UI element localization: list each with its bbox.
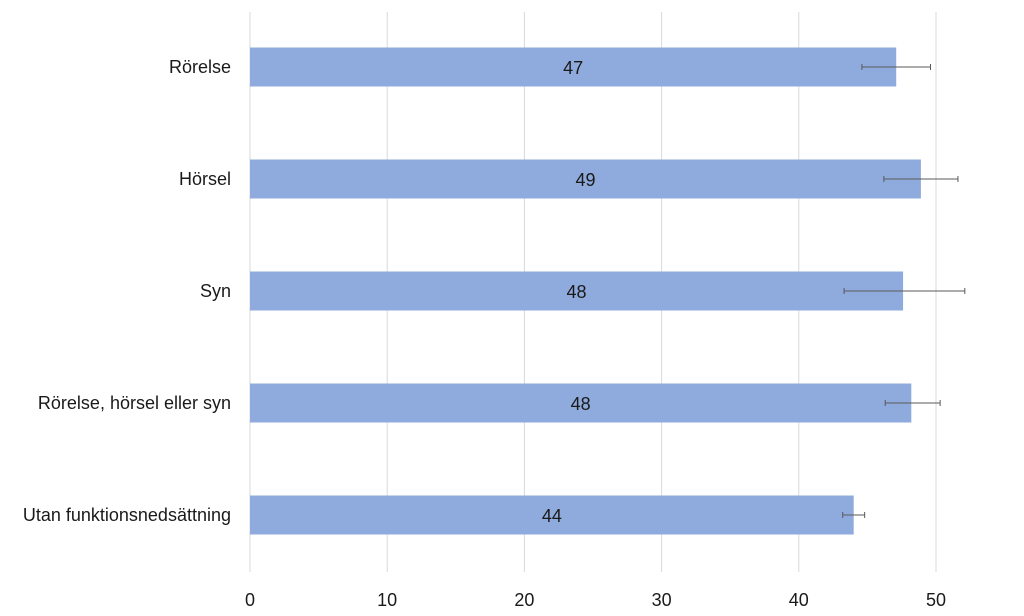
- category-labels: Rörelse Hörsel Syn Rörelse, hörsel eller sy…: [23, 57, 231, 525]
- x-tick-label: 10: [377, 590, 397, 610]
- error-bars: [842, 64, 966, 518]
- data-labels: 47 49 48 48 44: [542, 58, 596, 526]
- bar: [250, 47, 897, 87]
- x-tick-label: 0: [245, 590, 255, 610]
- category-label: Hörsel: [179, 169, 231, 189]
- data-label: 48: [571, 394, 591, 414]
- bar: [250, 383, 912, 423]
- bar: [250, 495, 854, 535]
- bars: [250, 47, 921, 535]
- x-tick-label: 20: [514, 590, 534, 610]
- data-label: 49: [575, 170, 595, 190]
- category-label: Utan funktionsnedsättning: [23, 505, 231, 525]
- data-label: 47: [563, 58, 583, 78]
- x-tick-label: 40: [789, 590, 809, 610]
- tick-labels: 0 10 20 30 40 50: [245, 590, 946, 610]
- bar: [250, 159, 921, 199]
- category-label: Syn: [200, 281, 231, 301]
- category-label: Rörelse, hörsel eller syn: [38, 393, 231, 413]
- x-tick-label: 30: [652, 590, 672, 610]
- bar: [250, 271, 904, 311]
- x-tick-label: 50: [926, 590, 946, 610]
- data-label: 44: [542, 506, 562, 526]
- category-label: Rörelse: [169, 57, 231, 77]
- data-label: 48: [567, 282, 587, 302]
